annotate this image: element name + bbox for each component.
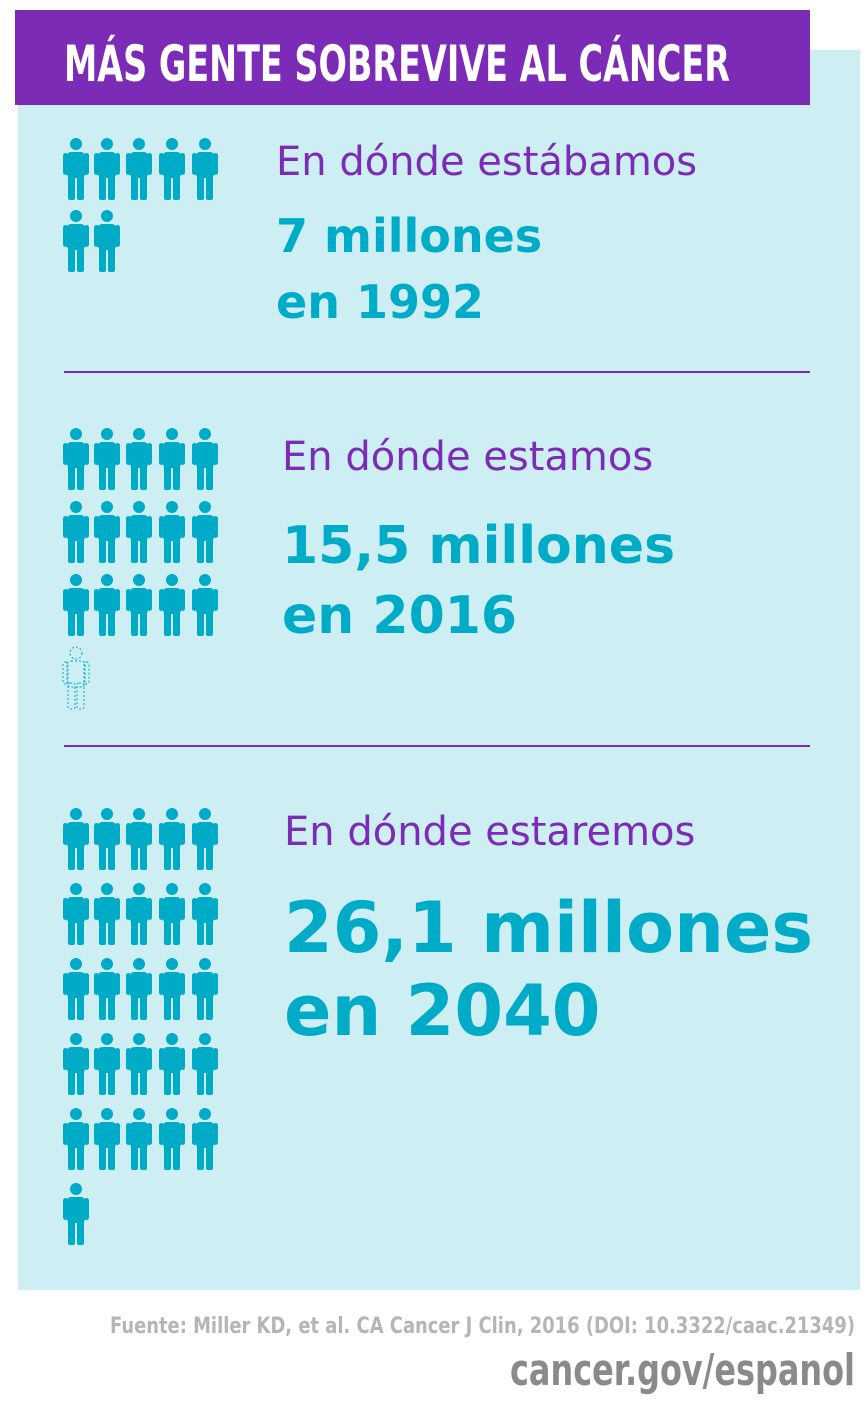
section-figure: 7 millones (276, 209, 542, 263)
section-figure: 15,5 millones (282, 516, 675, 576)
section-figure: 26,1 millones (284, 887, 813, 969)
section-figure: en 2040 (284, 970, 601, 1052)
title: MÁS GENTE SOBREVIVE AL CÁNCER (64, 34, 730, 93)
title-banner (15, 10, 810, 105)
section-heading: En dónde estaremos (284, 809, 695, 855)
section-heading: En dónde estábamos (276, 139, 697, 185)
section-heading: En dónde estamos (282, 434, 653, 480)
source: Fuente: Miller KD, et al. CA Cancer J Cl… (110, 1314, 855, 1339)
panel (18, 50, 860, 1290)
section-figure: en 1992 (276, 275, 484, 329)
site-url: cancer.gov/espanol (510, 1345, 855, 1396)
section-figure: en 2016 (282, 586, 517, 646)
